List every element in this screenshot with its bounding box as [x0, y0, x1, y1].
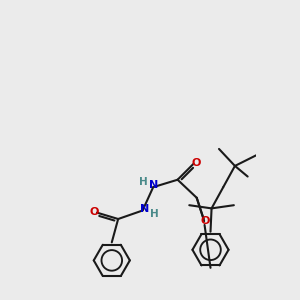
Text: O: O	[200, 216, 210, 226]
Text: H: H	[150, 209, 159, 219]
Text: H: H	[139, 177, 147, 187]
Text: N: N	[140, 204, 150, 214]
Text: N: N	[149, 181, 158, 190]
Text: O: O	[89, 207, 98, 217]
Text: O: O	[191, 158, 201, 168]
